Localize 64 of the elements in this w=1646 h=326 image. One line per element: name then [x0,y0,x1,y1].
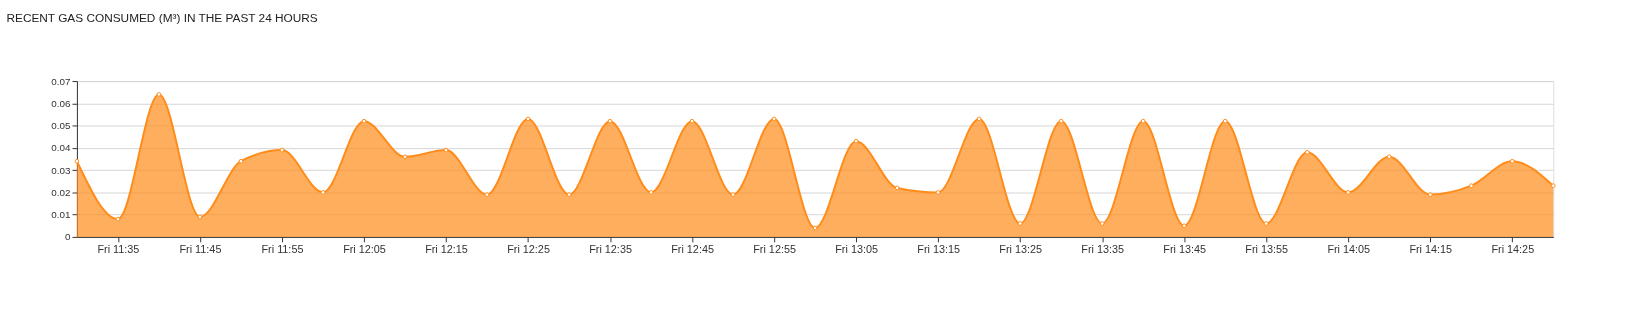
y-tick-label: 0.05 [51,120,72,132]
point [1099,221,1105,226]
point [976,116,982,122]
y-tick-label: 0 [65,231,72,243]
x-tick-label: Fri 14:15 [1409,243,1453,256]
point [1550,183,1556,189]
y-tick-label: 0.02 [51,186,71,198]
x-tick-label: Fri 13:35 [1081,243,1125,256]
x-tick-label: Fri 13:15 [917,243,960,256]
point [402,154,408,160]
point [812,225,818,231]
point [771,116,777,122]
point [1222,118,1228,124]
point [689,118,695,124]
point [1017,221,1023,226]
point [1345,190,1351,195]
x-tick-label: Fri 11:35 [97,243,140,256]
point [1263,221,1269,226]
y-tick-label: 0.01 [51,209,71,221]
x-tick-label: Fri 11:55 [261,243,304,256]
point [648,190,654,195]
x-tick-label: Fri 12:45 [671,243,714,256]
point [361,118,367,124]
point [320,190,326,195]
point [115,216,121,222]
y-tick-label: 0.03 [51,164,72,176]
x-tick-label: Fri 14:05 [1327,243,1371,256]
y-tick-label: 0.06 [51,97,72,109]
point [935,190,941,195]
x-tick-label: Fri 13:45 [1163,243,1207,256]
point [1181,223,1187,229]
x-tick-label: Fri 11:45 [179,243,222,256]
x-tick-label: Fri 12:35 [589,243,632,256]
x-tick-label: Fri 12:55 [753,243,796,256]
point [1304,149,1310,155]
point [730,192,736,197]
point [1058,118,1064,124]
x-tick-label: Fri 13:55 [1245,243,1289,256]
point [443,147,449,153]
y-tick-label: 0.04 [51,142,72,154]
point [525,116,531,122]
point [279,147,285,153]
chart-title: RECENT GAS CONSUMED (M³) IN THE PAST 24 HOURS [6,10,318,25]
point [1468,183,1474,189]
x-tick-label: Fri 14:25 [1491,243,1535,256]
point [607,118,613,124]
point [197,214,203,220]
point [894,185,900,191]
point [1386,154,1392,160]
point [238,158,244,164]
x-tick-label: Fri 12:25 [507,243,550,256]
point [853,138,859,144]
x-tick-label: Fri 12:05 [343,243,386,256]
point [1427,192,1433,197]
point [1140,118,1146,124]
point [74,158,80,164]
x-tick-label: Fri 13:25 [999,243,1043,256]
point [566,192,572,197]
x-tick-label: Fri 13:05 [835,243,878,256]
point [1509,158,1515,164]
point [484,192,490,197]
y-tick-label: 0.07 [51,75,71,87]
point [156,92,162,97]
x-tick-label: Fri 12:15 [425,243,468,256]
